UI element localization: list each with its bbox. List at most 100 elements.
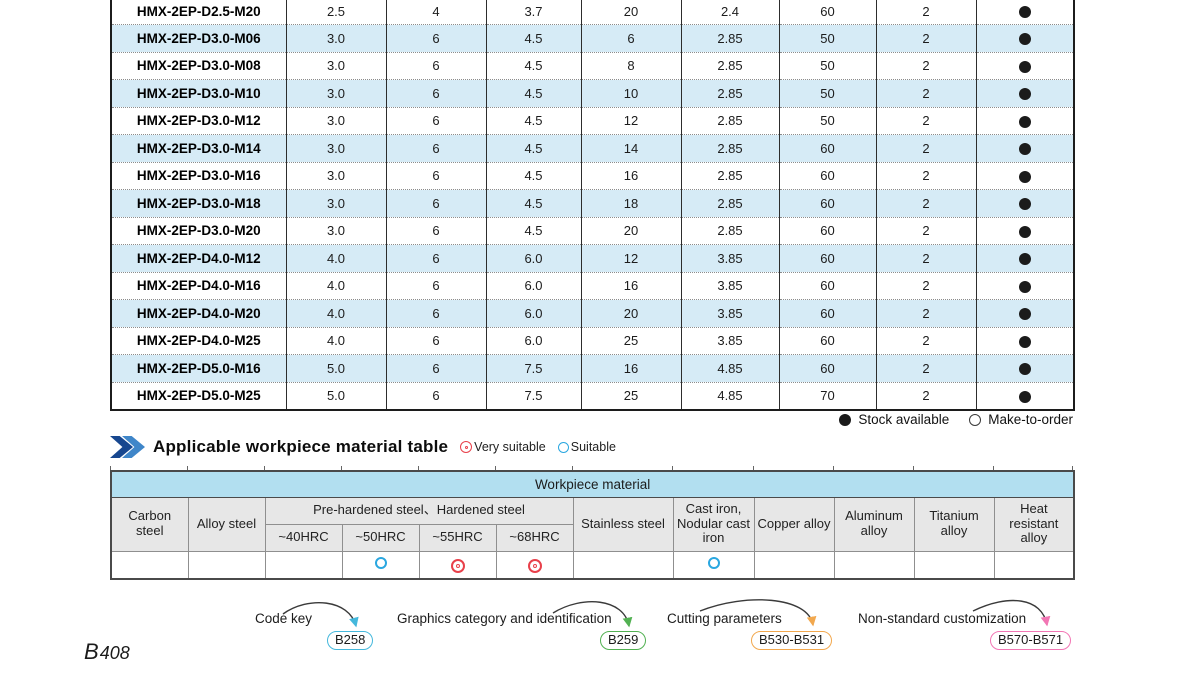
very-suitable-circle-icon <box>527 558 542 573</box>
footnote-label-code-key: Code key <box>255 611 313 626</box>
value-cell: 6 <box>580 24 681 52</box>
table-row: HMX-2EP-D3.0-M16 3.0 6 4.5 16 2.85 60 2 <box>111 161 1074 190</box>
stock-available-icon <box>1018 335 1031 348</box>
value-cell: 2.85 <box>680 106 779 135</box>
footnote-badge: B259 <box>600 631 647 650</box>
col-header-titanium-alloy: Titanium alloy <box>913 496 995 552</box>
value-cell: 25 <box>580 326 681 355</box>
value-cell: 12 <box>580 244 681 272</box>
value-cell: 4.5 <box>485 24 581 52</box>
value-cell: 3.85 <box>680 271 779 300</box>
value-cell: 6 <box>385 79 486 107</box>
stock-available-icon <box>1018 225 1031 238</box>
value-cell: 50 <box>778 51 876 80</box>
value-cell: 6 <box>385 244 486 272</box>
model-cell: HMX-2EP-D5.0-M25 <box>111 381 286 410</box>
value-cell: 60 <box>778 0 876 25</box>
value-cell: 6.0 <box>485 326 581 355</box>
table-row: HMX-2EP-D5.0-M25 5.0 6 7.5 25 4.85 70 2 <box>111 381 1074 410</box>
value-cell: 3.0 <box>285 161 386 190</box>
col-header-copper-alloy: Copper alloy <box>753 496 835 552</box>
value-cell: 6.0 <box>485 299 581 327</box>
table-row: HMX-2EP-D3.0-M14 3.0 6 4.5 14 2.85 60 2 <box>111 134 1074 162</box>
rating-cell-empty <box>110 550 189 580</box>
value-cell: 2 <box>875 271 976 300</box>
value-cell: 4.5 <box>485 79 581 107</box>
product-spec-table: HMX-2EP-D2.5-M20 2.5 4 3.7 20 2.4 60 2 HMX-2EP-D… <box>110 0 1075 411</box>
column-ticks <box>110 466 1073 471</box>
stock-cell <box>975 326 1074 355</box>
value-cell: 10 <box>580 79 681 107</box>
value-cell: 6 <box>385 381 486 410</box>
value-cell: 2.85 <box>680 161 779 190</box>
rating-cell-empty <box>753 550 835 580</box>
rating-cell-very_suitable <box>495 550 574 580</box>
value-cell: 6 <box>385 24 486 52</box>
value-cell: 3.85 <box>680 299 779 327</box>
value-cell: 2 <box>875 354 976 382</box>
stock-available-icon <box>1018 6 1031 19</box>
col-header-68hrc: ~68HRC <box>495 523 574 552</box>
model-cell: HMX-2EP-D3.0-M18 <box>111 189 286 217</box>
value-cell: 60 <box>778 161 876 190</box>
stock-cell <box>975 216 1074 245</box>
value-cell: 4.0 <box>285 326 386 355</box>
value-cell: 2 <box>875 79 976 107</box>
value-cell: 60 <box>778 271 876 300</box>
stock-available-icon <box>1018 115 1031 128</box>
page-number: B408 <box>84 639 130 665</box>
value-cell: 2 <box>875 106 976 135</box>
filled-dot-icon <box>839 413 852 426</box>
value-cell: 4.5 <box>485 216 581 245</box>
table-row: HMX-2EP-D3.0-M06 3.0 6 4.5 6 2.85 50 2 <box>111 24 1074 52</box>
footnote-label-cutting-parameters: Cutting parameters <box>667 611 782 626</box>
value-cell: 60 <box>778 326 876 355</box>
value-cell: 6.0 <box>485 271 581 300</box>
value-cell: 3.85 <box>680 326 779 355</box>
rating-row <box>110 550 1075 580</box>
value-cell: 18 <box>580 189 681 217</box>
value-cell: 70 <box>778 381 876 410</box>
value-cell: 60 <box>778 299 876 327</box>
value-cell: 6 <box>385 189 486 217</box>
table-row: HMX-2EP-D3.0-M08 3.0 6 4.5 8 2.85 50 2 <box>111 51 1074 80</box>
table-row: HMX-2EP-D3.0-M18 3.0 6 4.5 18 2.85 60 2 <box>111 189 1074 217</box>
footnote-badge: B258 <box>327 631 374 650</box>
stock-cell <box>975 354 1074 382</box>
table-row: HMX-2EP-D3.0-M10 3.0 6 4.5 10 2.85 50 2 <box>111 79 1074 107</box>
value-cell: 6 <box>385 271 486 300</box>
value-cell: 6 <box>385 134 486 162</box>
table-row: HMX-2EP-D5.0-M16 5.0 6 7.5 16 4.85 60 2 <box>111 354 1074 382</box>
stock-cell <box>975 381 1074 410</box>
value-cell: 16 <box>580 161 681 190</box>
suitable-label: Suitable <box>570 440 616 454</box>
model-cell: HMX-2EP-D4.0-M25 <box>111 326 286 355</box>
value-cell: 60 <box>778 354 876 382</box>
stock-cell <box>975 79 1074 107</box>
table-row: HMX-2EP-D3.0-M20 3.0 6 4.5 20 2.85 60 2 <box>111 216 1074 245</box>
model-cell: HMX-2EP-D3.0-M14 <box>111 134 286 162</box>
value-cell: 8 <box>580 51 681 80</box>
value-cell: 3.0 <box>285 134 386 162</box>
model-cell: HMX-2EP-D4.0-M16 <box>111 271 286 300</box>
make-to-order-legend: Make-to-order <box>969 412 1073 427</box>
value-cell: 50 <box>778 79 876 107</box>
value-cell: 2.5 <box>285 0 386 25</box>
stock-legend: Stock available Make-to-order <box>110 412 1073 427</box>
stock-available-icon <box>1018 170 1031 183</box>
rating-cell-empty <box>264 550 343 580</box>
value-cell: 20 <box>580 299 681 327</box>
workpiece-material-table: Workpiece material Carbon steel Alloy st… <box>110 470 1076 580</box>
model-cell: HMX-2EP-D3.0-M12 <box>111 106 286 135</box>
value-cell: 3.0 <box>285 189 386 217</box>
model-cell: HMX-2EP-D3.0-M10 <box>111 79 286 107</box>
value-cell: 2 <box>875 381 976 410</box>
open-dot-icon <box>969 413 982 426</box>
value-cell: 2 <box>875 0 976 25</box>
stock-available-icon <box>1018 143 1031 156</box>
value-cell: 6 <box>385 326 486 355</box>
value-cell: 3.0 <box>285 24 386 52</box>
col-group-hardened-steel: Pre-hardened steel、Hardened steel <box>264 496 574 525</box>
suitable-circle-icon <box>374 556 387 569</box>
col-header-40hrc: ~40HRC <box>264 523 343 552</box>
